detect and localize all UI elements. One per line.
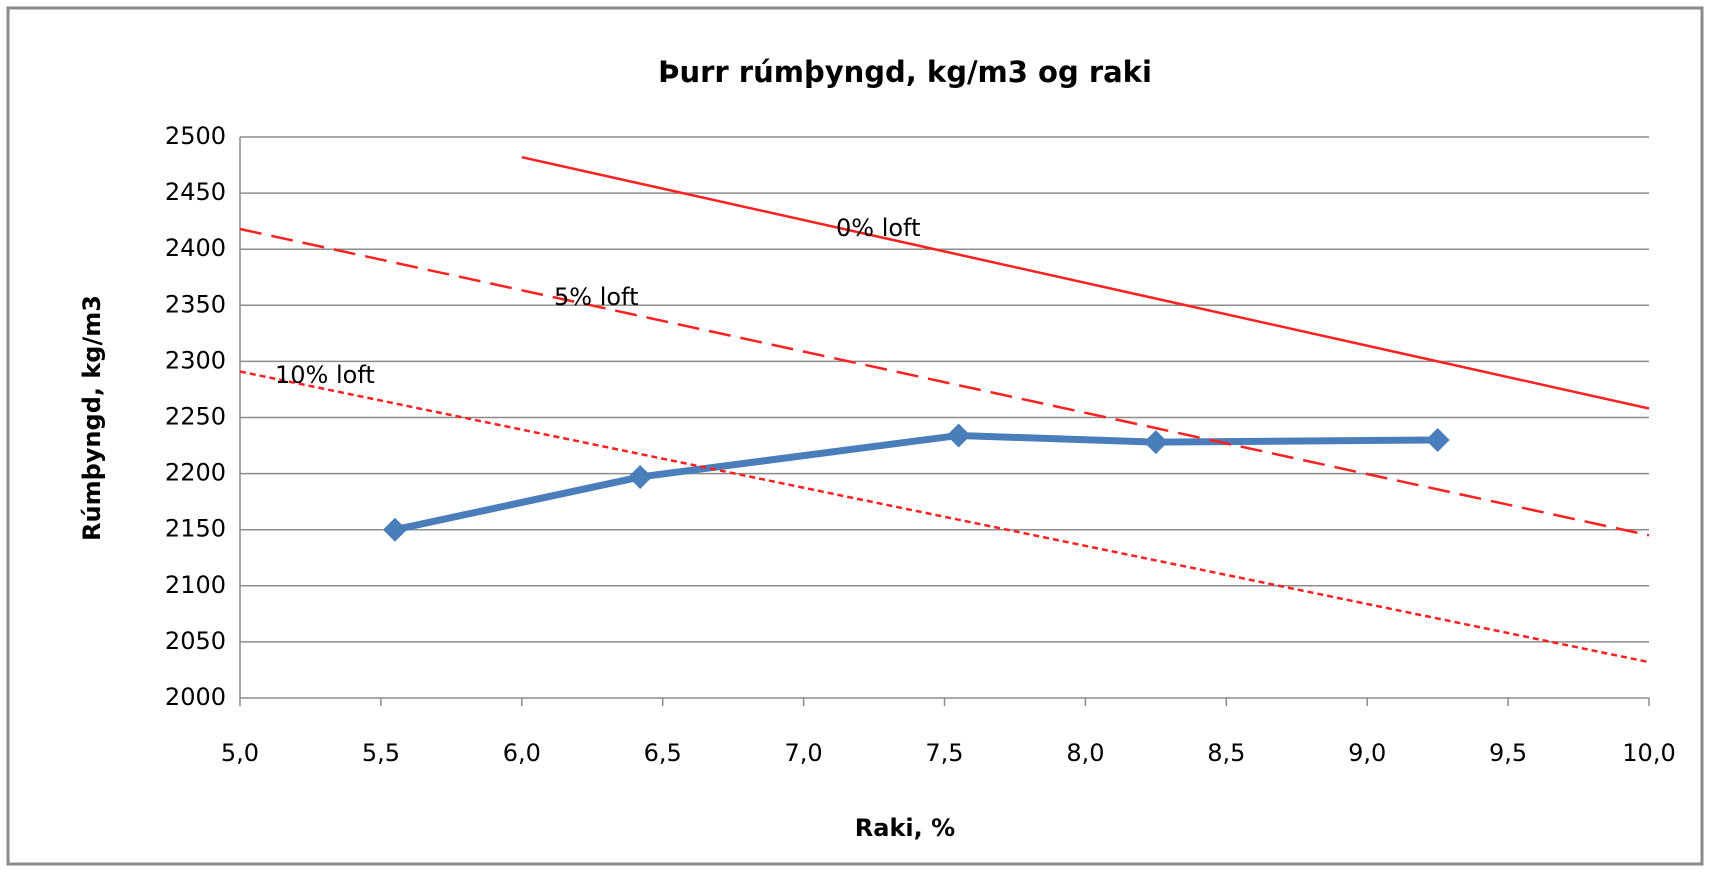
x-tick-label: 9,0	[1348, 739, 1386, 767]
x-tick-label: 8,5	[1207, 739, 1245, 767]
chart-border	[6, 6, 1704, 866]
x-tick-label: 6,0	[503, 739, 541, 767]
y-tick-label: 2150	[165, 515, 226, 543]
y-tick-label: 2250	[165, 403, 226, 431]
series-line	[521, 155, 1650, 410]
x-tick-label: 8,0	[1066, 739, 1104, 767]
marker	[1425, 427, 1450, 452]
marker	[628, 464, 653, 489]
y-tick-label: 2500	[165, 122, 226, 150]
y-tick-label: 2200	[165, 459, 226, 487]
series-line	[239, 227, 1650, 537]
x-tick-label: 7,5	[925, 739, 963, 767]
y-tick-label: 2350	[165, 290, 226, 318]
y-axis-title: Rúmþyngd, kg/m3	[78, 295, 106, 541]
y-tick-label: 2450	[165, 178, 226, 206]
series-annotation: 0% loft	[836, 214, 921, 242]
y-tick-label: 2100	[165, 571, 226, 599]
y-tick-label: 2000	[165, 683, 226, 711]
y-tick-label: 2400	[165, 234, 226, 262]
chart-title: Þurr rúmþyngd, kg/m3 og raki	[658, 55, 1152, 89]
x-axis-title: Raki, %	[855, 814, 955, 842]
x-tick-label: 10,0	[1622, 739, 1675, 767]
marker	[1143, 430, 1168, 455]
x-tick-label: 9,5	[1489, 739, 1527, 767]
y-tick-label: 2300	[165, 346, 226, 374]
x-tick-label: 5,0	[221, 739, 259, 767]
marker	[946, 423, 971, 448]
x-tick-label: 6,5	[644, 739, 682, 767]
series-annotation: 5% loft	[554, 283, 639, 311]
y-tick-label: 2050	[165, 627, 226, 655]
series-annotation: 10% loft	[275, 361, 375, 389]
x-tick-label: 5,5	[362, 739, 400, 767]
x-tick-label: 7,0	[785, 739, 823, 767]
marker	[382, 517, 407, 542]
